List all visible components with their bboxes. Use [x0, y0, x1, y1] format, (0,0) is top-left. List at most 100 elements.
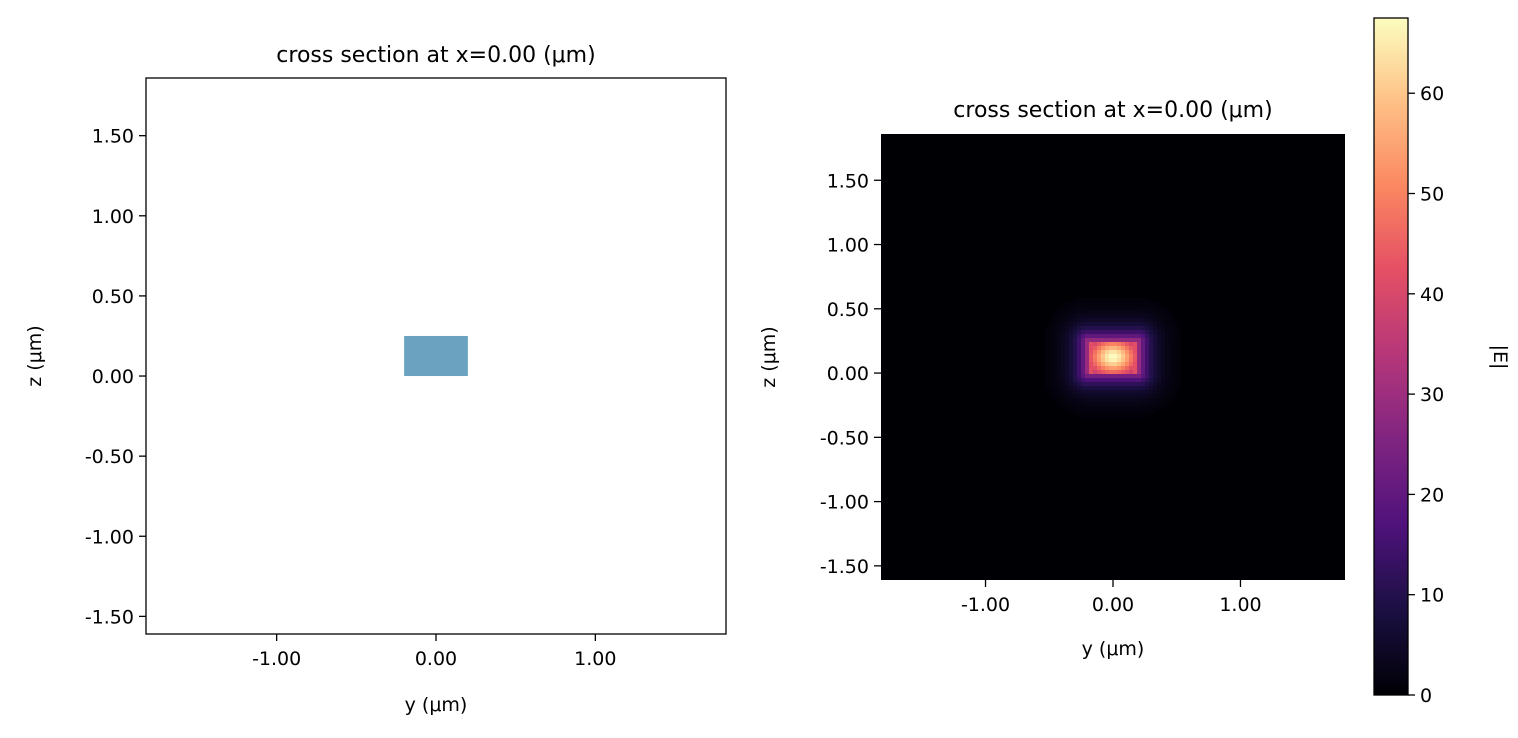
field-cell [1113, 386, 1117, 390]
field-cell [1065, 398, 1069, 402]
field-cell [1125, 378, 1129, 382]
field-cell [1161, 402, 1165, 406]
field-cell [1089, 402, 1093, 406]
field-cell [1149, 306, 1153, 310]
field-cell [1177, 378, 1181, 382]
field-cell [1089, 370, 1093, 374]
field-cell [1093, 370, 1097, 374]
field-cell [1093, 390, 1097, 394]
field-cell [1129, 346, 1133, 350]
field-cell [1173, 342, 1177, 346]
field-cell [1081, 354, 1085, 358]
field-cell [1145, 414, 1149, 418]
structure-plot-xtick-label: -1.00 [252, 648, 301, 670]
field-cell [1161, 386, 1165, 390]
field-cell [1157, 338, 1161, 342]
field-cell [1101, 390, 1105, 394]
field-cell [1113, 350, 1117, 354]
field-cell [1145, 306, 1149, 310]
field-cell [1105, 306, 1109, 310]
field-cell [1081, 338, 1085, 342]
field-cell [1053, 322, 1057, 326]
field-cell [1097, 322, 1101, 326]
field-cell [1133, 382, 1137, 386]
field-cell [1129, 302, 1133, 306]
field-cell [1109, 402, 1113, 406]
field-cell [1161, 366, 1165, 370]
field-cell [1117, 322, 1121, 326]
colorbar-tick-label: 30 [1420, 384, 1444, 406]
field-cell [1125, 322, 1129, 326]
field-cell [1057, 342, 1061, 346]
field-cell [1045, 354, 1049, 358]
field-cell [1121, 402, 1125, 406]
field-cell [1137, 318, 1141, 322]
field-cell [1165, 386, 1169, 390]
field-cell [1069, 326, 1073, 330]
field-cell [1089, 378, 1093, 382]
field-cell [1085, 382, 1089, 386]
field-cell [1065, 394, 1069, 398]
field-cell [1109, 398, 1113, 402]
field-cell [1077, 354, 1081, 358]
field-cell [1069, 342, 1073, 346]
field-cell [1105, 378, 1109, 382]
field-cell [1069, 374, 1073, 378]
field-cell [1165, 394, 1169, 398]
field-cell [1157, 378, 1161, 382]
field-cell [1069, 366, 1073, 370]
field-cell [1089, 326, 1093, 330]
field-cell [1077, 338, 1081, 342]
field-cell [1125, 390, 1129, 394]
field-cell [1145, 390, 1149, 394]
field-cell [1097, 390, 1101, 394]
field-cell [1089, 306, 1093, 310]
field-cell [1125, 330, 1129, 334]
field-cell [1065, 402, 1069, 406]
field-cell [1177, 342, 1181, 346]
field-cell [1153, 318, 1157, 322]
field-cell [1065, 350, 1069, 354]
field-cell [1145, 370, 1149, 374]
field-cell [1073, 338, 1077, 342]
field-cell [1165, 334, 1169, 338]
field-cell [1101, 302, 1105, 306]
field-cell [1077, 314, 1081, 318]
field-cell [1137, 358, 1141, 362]
field-cell [1053, 362, 1057, 366]
field-cell [1057, 362, 1061, 366]
field-cell [1057, 398, 1061, 402]
field-cell [1053, 342, 1057, 346]
field-cell [1157, 374, 1161, 378]
field-cell [1081, 410, 1085, 414]
field-cell [1149, 318, 1153, 322]
field-cell [1137, 306, 1141, 310]
field-cell [1141, 378, 1145, 382]
field-cell [1077, 302, 1081, 306]
field-cell [1089, 358, 1093, 362]
field-cell [1129, 398, 1133, 402]
field-cell [1165, 306, 1169, 310]
field-cell [1073, 326, 1077, 330]
field-cell [1089, 398, 1093, 402]
field-cell [1169, 338, 1173, 342]
field-cell [1061, 350, 1065, 354]
field-cell [1129, 322, 1133, 326]
field-cell [1109, 310, 1113, 314]
field-cell [1061, 374, 1065, 378]
field-cell [1161, 314, 1165, 318]
field-cell [1121, 390, 1125, 394]
field-cell [1173, 354, 1177, 358]
field-cell [1081, 366, 1085, 370]
field-cell [1057, 394, 1061, 398]
field-cell [1109, 322, 1113, 326]
field-cell [1157, 318, 1161, 322]
field-cell [1077, 410, 1081, 414]
field-cell [1053, 350, 1057, 354]
field-cell [1133, 326, 1137, 330]
field-cell [1169, 366, 1173, 370]
field-cell [1085, 398, 1089, 402]
field-cell [1113, 410, 1117, 414]
field-cell [1165, 366, 1169, 370]
